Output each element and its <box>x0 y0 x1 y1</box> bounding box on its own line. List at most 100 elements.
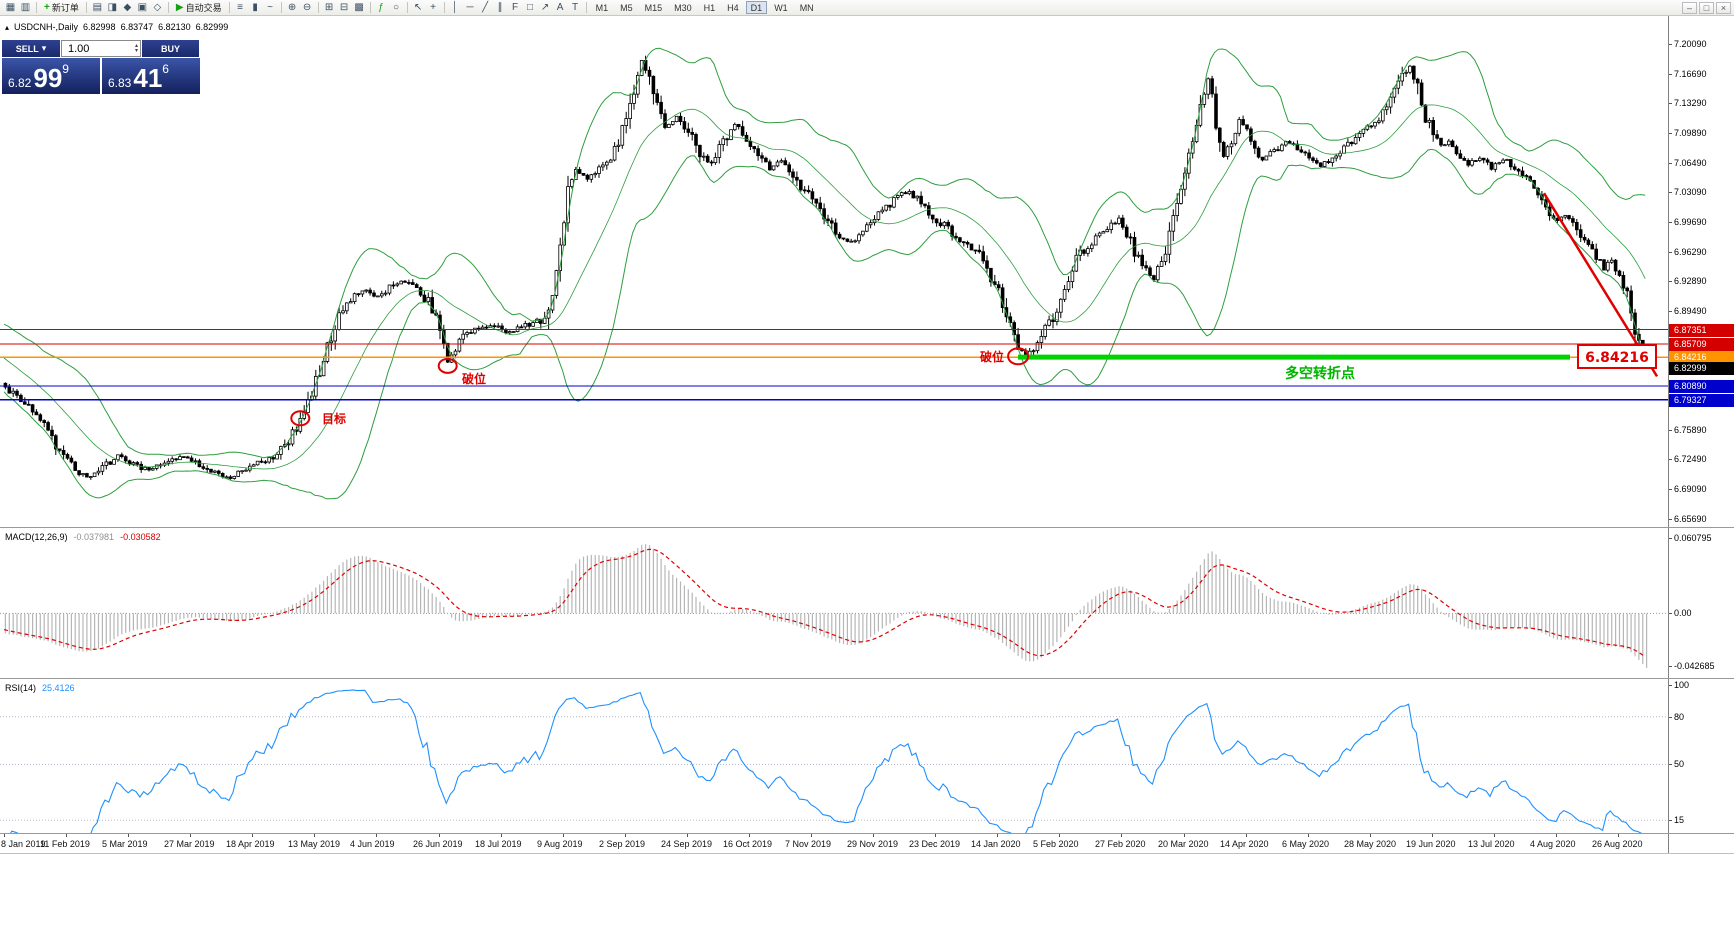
price-tick-label: 7.16690 <box>1674 69 1707 79</box>
candlestick-chart-icon[interactable]: ▮ <box>252 1 258 13</box>
timeframe-d1[interactable]: D1 <box>745 1 768 14</box>
text-label-icon[interactable]: T <box>572 1 579 13</box>
text-icon[interactable]: A <box>556 1 564 13</box>
level-lines-layer[interactable] <box>0 329 1668 401</box>
price-scale[interactable]: 7.20090 7.16690 7.13290 7.09890 7.06490 7.030… <box>1668 16 1734 853</box>
panel-separator[interactable] <box>0 833 1734 834</box>
date-label: 26 Jun 2019 <box>413 839 463 849</box>
macd-value-main: -0.037981 <box>73 532 115 542</box>
date-label: 5 Mar 2019 <box>102 839 148 849</box>
arrows-icon[interactable]: ↗ <box>540 1 550 13</box>
rsi-canvas[interactable] <box>0 680 1668 833</box>
macd-scale-label: -0.042685 <box>1674 661 1715 671</box>
indicators-icon[interactable]: ƒ <box>378 1 384 13</box>
panel-separator[interactable] <box>0 527 1734 528</box>
rsi-title: RSI(14) <box>5 683 37 693</box>
volume-up-icon[interactable]: ▴ <box>134 42 138 49</box>
sell-price-big: 99 <box>33 63 63 93</box>
toolbar-separator <box>228 2 230 13</box>
ohlc-low-value: 6.82130 <box>158 22 191 32</box>
buy-button[interactable]: 6.83 41 6 <box>102 58 200 94</box>
date-label: 24 Sep 2019 <box>661 839 713 849</box>
rsi-line <box>10 689 1643 833</box>
highlight-ellipse-2 <box>437 357 458 374</box>
new-chart-icon[interactable]: ▦ <box>5 1 16 13</box>
toolbar-separator <box>36 2 37 13</box>
date-label: 23 Dec 2019 <box>909 839 961 849</box>
timeframe-m5[interactable]: M5 <box>620 2 633 13</box>
cursor-icon[interactable]: ↖ <box>413 1 423 13</box>
sell-button[interactable]: 6.82 99 9 <box>2 58 100 94</box>
bollinger-upper-band <box>3 47 1646 459</box>
date-label: 20 Mar 2020 <box>1158 839 1209 849</box>
timeframe-m15[interactable]: M15 <box>644 2 663 13</box>
data-window-icon[interactable]: ◨ <box>107 1 118 13</box>
horizontal-line-icon[interactable]: ─ <box>466 1 474 13</box>
crosshair-icon[interactable]: + <box>430 1 436 13</box>
sell-header[interactable]: SELL ▾ <box>2 40 60 57</box>
buy-header[interactable]: BUY <box>142 40 199 57</box>
rsi-value: 25.4126 <box>42 683 75 693</box>
window-minimize-icon[interactable]: – <box>1682 1 1697 14</box>
ohlc-close-value: 6.82999 <box>195 22 229 32</box>
candles-layer <box>3 55 1649 480</box>
auto-arrange-icon[interactable]: ▩ <box>354 1 364 13</box>
bar-chart-icon[interactable]: ≡ <box>237 1 243 13</box>
bollinger-bands-layer <box>3 47 1646 500</box>
volume-field[interactable]: 1.00 ▴ ▾ <box>61 40 141 57</box>
sell-header-label: SELL <box>15 43 39 54</box>
window-restore-icon[interactable]: □ <box>1699 1 1714 14</box>
buy-price-main: 6.83 <box>108 76 132 90</box>
rsi-scale-label: 15 <box>1674 815 1685 825</box>
svg-text:破位: 破位 <box>462 371 486 386</box>
toolbar-separator <box>443 2 445 13</box>
tile-windows-icon[interactable]: ⊞ <box>324 1 334 13</box>
terminal-icon[interactable]: ▣ <box>137 1 148 13</box>
auto-trading-button[interactable]: ▶ 自动交易 <box>172 1 226 15</box>
line-chart-icon[interactable]: ~ <box>267 1 273 13</box>
timeframe-mn[interactable]: MN <box>799 2 814 13</box>
rsi-scale-label: 100 <box>1674 680 1690 690</box>
buy-header-label: BUY <box>160 43 180 54</box>
volume-down-icon[interactable]: ▾ <box>134 47 138 54</box>
cascade-windows-icon[interactable]: ⊟ <box>339 1 349 13</box>
market-watch-icon[interactable]: ▤ <box>92 1 103 13</box>
vertical-line-icon[interactable]: │ <box>451 1 459 13</box>
date-label: 13 Jul 2020 <box>1468 839 1515 849</box>
shapes-icon[interactable]: □ <box>527 1 534 13</box>
fibonacci-icon[interactable]: F <box>512 1 519 13</box>
panel-separator[interactable] <box>0 678 1734 679</box>
date-label: 18 Apr 2019 <box>226 839 275 849</box>
trendline-icon[interactable]: ╱ <box>482 1 489 13</box>
chart-profiles-icon[interactable]: ▥ <box>20 1 31 13</box>
toolbar-separator <box>369 2 371 13</box>
new-order-button[interactable]: + 新订单 <box>40 1 83 15</box>
window-close-icon[interactable]: × <box>1716 1 1731 14</box>
navigator-icon[interactable]: ◆ <box>123 1 132 13</box>
price-tick-label: 7.03090 <box>1674 187 1707 197</box>
timeframe-m1[interactable]: M1 <box>595 2 609 13</box>
date-label: 4 Aug 2020 <box>1530 839 1576 849</box>
volume-value: 1.00 <box>68 42 90 55</box>
price-tick-label: 6.72490 <box>1674 454 1707 464</box>
period-icon[interactable]: ○ <box>393 1 400 13</box>
one-click-toggle-icon[interactable]: ▴ <box>5 22 10 32</box>
macd-scale-label: 0.00 <box>1674 608 1692 618</box>
metaeditor-icon[interactable]: ◇ <box>153 1 162 13</box>
channel-icon[interactable]: ∥ <box>497 1 503 13</box>
date-label: 8 Jan 2019 <box>1 839 46 849</box>
zoom-out-icon[interactable]: ⊖ <box>302 1 312 13</box>
timeframe-h1[interactable]: H1 <box>703 2 716 13</box>
new-order-icon: + <box>44 2 50 13</box>
bollinger-middle-band <box>3 104 1646 470</box>
zoom-in-icon[interactable]: ⊕ <box>287 1 297 13</box>
sell-dropdown-icon[interactable]: ▾ <box>41 43 47 53</box>
timeframe-m30[interactable]: M30 <box>674 2 692 13</box>
timeframe-h4[interactable]: H4 <box>727 2 739 13</box>
time-scale[interactable]: 8 Jan 2019 11 Feb 2019 5 Mar 2019 27 Mar 20… <box>0 834 1668 853</box>
macd-canvas[interactable] <box>0 529 1668 678</box>
ohlc-open-value: 6.82998 <box>83 22 116 32</box>
timeframe-w1[interactable]: W1 <box>774 2 788 13</box>
